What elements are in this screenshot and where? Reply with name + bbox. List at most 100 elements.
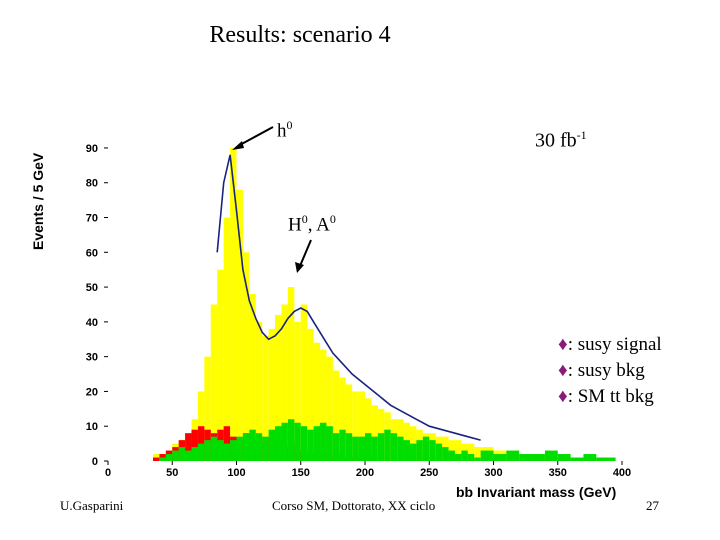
bar-susy-signal [217, 269, 224, 461]
bar-susy-signal [365, 398, 372, 461]
page-number: 27 [646, 498, 659, 513]
diamond-icon: ♦ [558, 386, 568, 407]
fit-curve [216, 154, 481, 441]
bar-susy-signal [242, 252, 250, 461]
bar-sm-tt-bkg [185, 450, 192, 461]
x-tick-label: 400 [613, 467, 631, 479]
y-tick-label: 30 [86, 352, 98, 364]
bar-susy-signal [204, 356, 211, 461]
bar-sm-tt-bkg [422, 436, 430, 461]
h0-arrowhead [232, 141, 244, 150]
bar-sm-tt-bkg [442, 447, 449, 461]
bar-sm-tt-bkg [384, 429, 391, 461]
bar-sm-tt-bkg [204, 440, 211, 461]
x-tick-label: 150 [292, 467, 310, 479]
bar-sm-tt-bkg [557, 454, 571, 461]
bar-susy-signal [467, 443, 475, 461]
bar-sm-tt-bkg [159, 457, 166, 461]
slide-title: Results: scenario 4 [209, 22, 391, 48]
legend: ♦: susy signal ♦: susy bkg ♦: SM tt bkg [554, 330, 666, 412]
bar-susy-signal [474, 447, 481, 461]
bar-sm-tt-bkg [223, 443, 231, 461]
bar-susy-signal [454, 440, 462, 461]
y-tick-label: 80 [86, 178, 98, 190]
bar-sm-tt-bkg [397, 436, 404, 461]
bar-sm-tt-bkg [255, 433, 263, 461]
chart-axes: 0 10 20 30 40 50 60 70 80 90 0 50 100 150 200 250 300 350… [86, 143, 631, 479]
bar-susy-signal [313, 342, 321, 461]
h0-annotation: h0 [277, 118, 293, 142]
x-tick-label: 250 [420, 467, 438, 479]
bar-susy-signal [236, 189, 243, 461]
bar-sm-tt-bkg [172, 450, 179, 461]
bar-sm-tt-bkg [480, 450, 494, 461]
bar-susy-signal [345, 384, 353, 461]
bar-susy-signal [255, 321, 263, 461]
bar-susy-signal [326, 356, 333, 461]
bar-sm-tt-bkg [268, 429, 276, 461]
y-tick-label: 10 [86, 421, 98, 433]
bar-susy-signal [287, 287, 295, 461]
bar-sm-tt-bkg [217, 440, 224, 461]
bar-sm-tt-bkg [236, 436, 243, 461]
histogram-bars [152, 147, 616, 461]
bar-sm-tt-bkg [493, 454, 507, 461]
bar-susy-signal [262, 335, 269, 461]
legend-item-susy-bkg: ♦: susy bkg [558, 360, 645, 381]
bar-sm-tt-bkg [544, 450, 558, 461]
x-tick-label: 350 [549, 467, 567, 479]
footer-course: Corso SM, Dottorato, XX ciclo [272, 498, 436, 513]
diamond-icon: ♦ [558, 334, 568, 355]
bar-sm-tt-bkg [352, 436, 359, 461]
bar-susy-signal [281, 304, 288, 461]
bar-sm-tt-bkg [416, 440, 423, 461]
y-tick-label: 20 [86, 386, 98, 398]
bar-sm-tt-bkg [230, 440, 237, 461]
legend-item-susy-signal: ♦: susy signal [558, 334, 662, 355]
bar-sm-tt-bkg [365, 433, 372, 461]
bar-sm-tt-bkg [345, 433, 353, 461]
bar-susy-signal [332, 370, 340, 461]
bar-susy-bkg [185, 433, 192, 461]
bar-sm-tt-bkg [339, 429, 346, 461]
bar-sm-tt-bkg [281, 422, 288, 461]
bar-sm-tt-bkg [320, 422, 327, 461]
y-tick-label: 40 [86, 317, 98, 329]
bar-sm-tt-bkg [178, 447, 186, 461]
bar-sm-tt-bkg [165, 454, 173, 461]
y-tick-label: 60 [86, 247, 98, 259]
HA-arrow [299, 239, 312, 267]
bar-sm-tt-bkg [262, 436, 269, 461]
bar-susy-signal [294, 321, 301, 461]
bar-sm-tt-bkg [275, 426, 282, 461]
bar-sm-tt-bkg [409, 443, 417, 461]
bar-sm-tt-bkg [467, 454, 475, 461]
bar-sm-tt-bkg [326, 426, 333, 461]
bar-susy-signal [358, 391, 365, 461]
bar-sm-tt-bkg [307, 429, 314, 461]
bar-sm-tt-bkg [197, 443, 205, 461]
bar-sm-tt-bkg [313, 426, 321, 461]
y-axis-label: Events / 5 GeV [30, 152, 46, 250]
footer-author: U.Gasparini [60, 498, 124, 513]
bar-sm-tt-bkg [294, 422, 301, 461]
bar-susy-bkg [191, 429, 198, 461]
bar-susy-signal [320, 349, 327, 461]
y-tick-label: 0 [92, 456, 98, 468]
bar-sm-tt-bkg [448, 450, 455, 461]
y-tick-label: 50 [86, 282, 98, 294]
y-tick-label: 90 [86, 143, 98, 155]
bar-sm-tt-bkg [210, 436, 218, 461]
bar-susy-signal [210, 304, 218, 461]
bar-sm-tt-bkg [371, 436, 378, 461]
y-tick-label: 70 [86, 213, 98, 225]
bar-sm-tt-bkg [287, 419, 295, 461]
bar-susy-signal [230, 147, 237, 461]
bar-sm-tt-bkg [249, 429, 256, 461]
bar-sm-tt-bkg [506, 450, 520, 461]
bar-susy-signal [223, 217, 231, 461]
HA-annotation: H0, A0 [288, 212, 336, 236]
bar-susy-signal [268, 328, 276, 461]
bar-susy-signal [371, 405, 378, 461]
